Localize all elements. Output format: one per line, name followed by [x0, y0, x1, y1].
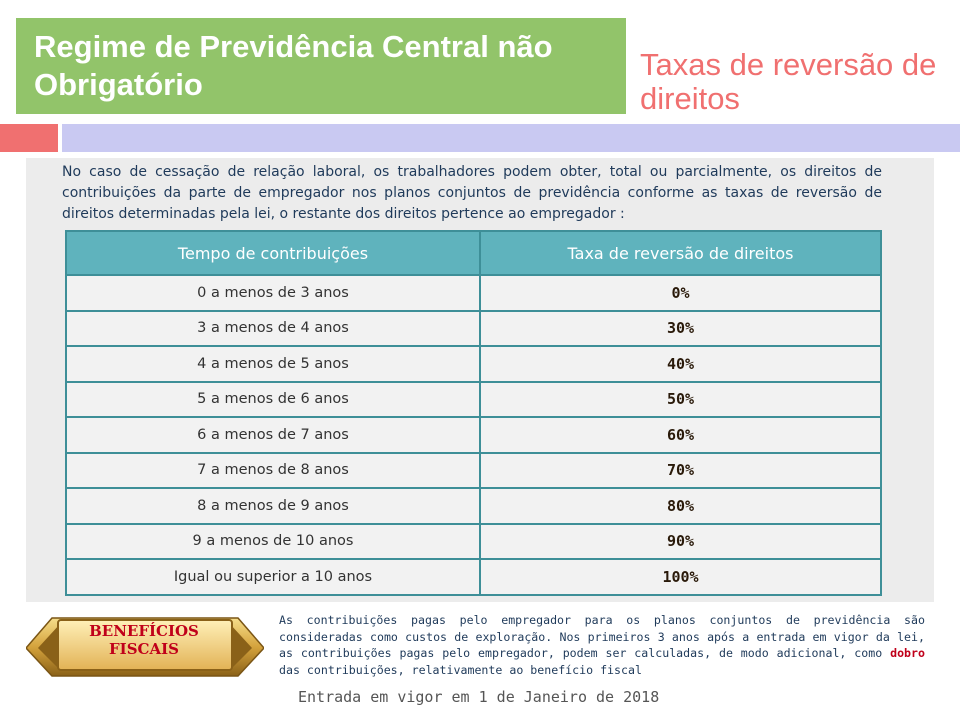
table-row: 7 a menos de 8 anos 70%: [65, 451, 882, 489]
rate-cell: 30%: [479, 309, 882, 347]
rate-cell: 60%: [479, 416, 882, 454]
badge-label: BENEFÍCIOS FISCAIS: [58, 622, 230, 658]
title-banner: Regime de Previdência Central não Obriga…: [16, 18, 626, 114]
rate-cell: 50%: [479, 380, 882, 418]
period-cell: 6 a menos de 7 anos: [65, 416, 481, 454]
intro-paragraph: No caso de cessação de relação laboral, …: [62, 164, 882, 222]
period-cell: 5 a menos de 6 anos: [65, 380, 481, 418]
period-cell: 8 a menos de 9 anos: [65, 487, 481, 525]
tax-benefits-badge: [26, 617, 264, 677]
period-cell: 4 a menos de 5 anos: [65, 345, 481, 383]
accent-bar-blue: [62, 124, 960, 152]
reversal-rates-table: Tempo de contribuições Taxa de reversão …: [65, 230, 882, 596]
table-row: 0 a menos de 3 anos 0%: [65, 274, 882, 312]
table-row: 5 a menos de 6 anos 50%: [65, 380, 882, 418]
table-row: 3 a menos de 4 anos 30%: [65, 309, 882, 347]
table-row: 4 a menos de 5 anos 40%: [65, 345, 882, 383]
page-title: Regime de Previdência Central não Obriga…: [34, 29, 553, 102]
rate-cell: 70%: [479, 451, 882, 489]
fiscal-note-text-end: das contribuições, relativamente ao bene…: [279, 662, 642, 677]
table-row: Igual ou superior a 10 anos 100%: [65, 558, 882, 596]
column-header-rate: Taxa de reversão de direitos: [479, 230, 882, 276]
badge-line-1: BENEFÍCIOS: [89, 622, 199, 640]
rate-cell: 0%: [479, 274, 882, 312]
table-header-row: Tempo de contribuições Taxa de reversão …: [65, 230, 882, 276]
table-row: 8 a menos de 9 anos 80%: [65, 487, 882, 525]
rate-cell: 90%: [479, 522, 882, 560]
rate-cell: 40%: [479, 345, 882, 383]
page-subtitle: Taxas de reversão de direitos: [640, 47, 937, 116]
period-cell: 9 a menos de 10 anos: [65, 522, 481, 560]
rate-cell: 80%: [479, 487, 882, 525]
rate-cell: 100%: [479, 558, 882, 596]
period-cell: 7 a menos de 8 anos: [65, 451, 481, 489]
column-header-period: Tempo de contribuições: [65, 230, 481, 276]
period-cell: Igual ou superior a 10 anos: [65, 558, 481, 596]
fiscal-note-highlight: dobro: [890, 646, 925, 660]
fiscal-benefit-note: As contribuições pagas pelo empregador p…: [279, 612, 925, 678]
period-cell: 3 a menos de 4 anos: [65, 309, 481, 347]
badge-line-2: FISCAIS: [109, 640, 179, 658]
table-row: 6 a menos de 7 anos 60%: [65, 416, 882, 454]
fiscal-note-text: As contribuições pagas pelo empregador p…: [279, 613, 925, 660]
table-row: 9 a menos de 10 anos 90%: [65, 522, 882, 560]
period-cell: 0 a menos de 3 anos: [65, 274, 481, 312]
effective-date-footer: Entrada em vigor em 1 de Janeiro de 2018: [298, 688, 660, 706]
accent-bar-red: [0, 124, 58, 152]
